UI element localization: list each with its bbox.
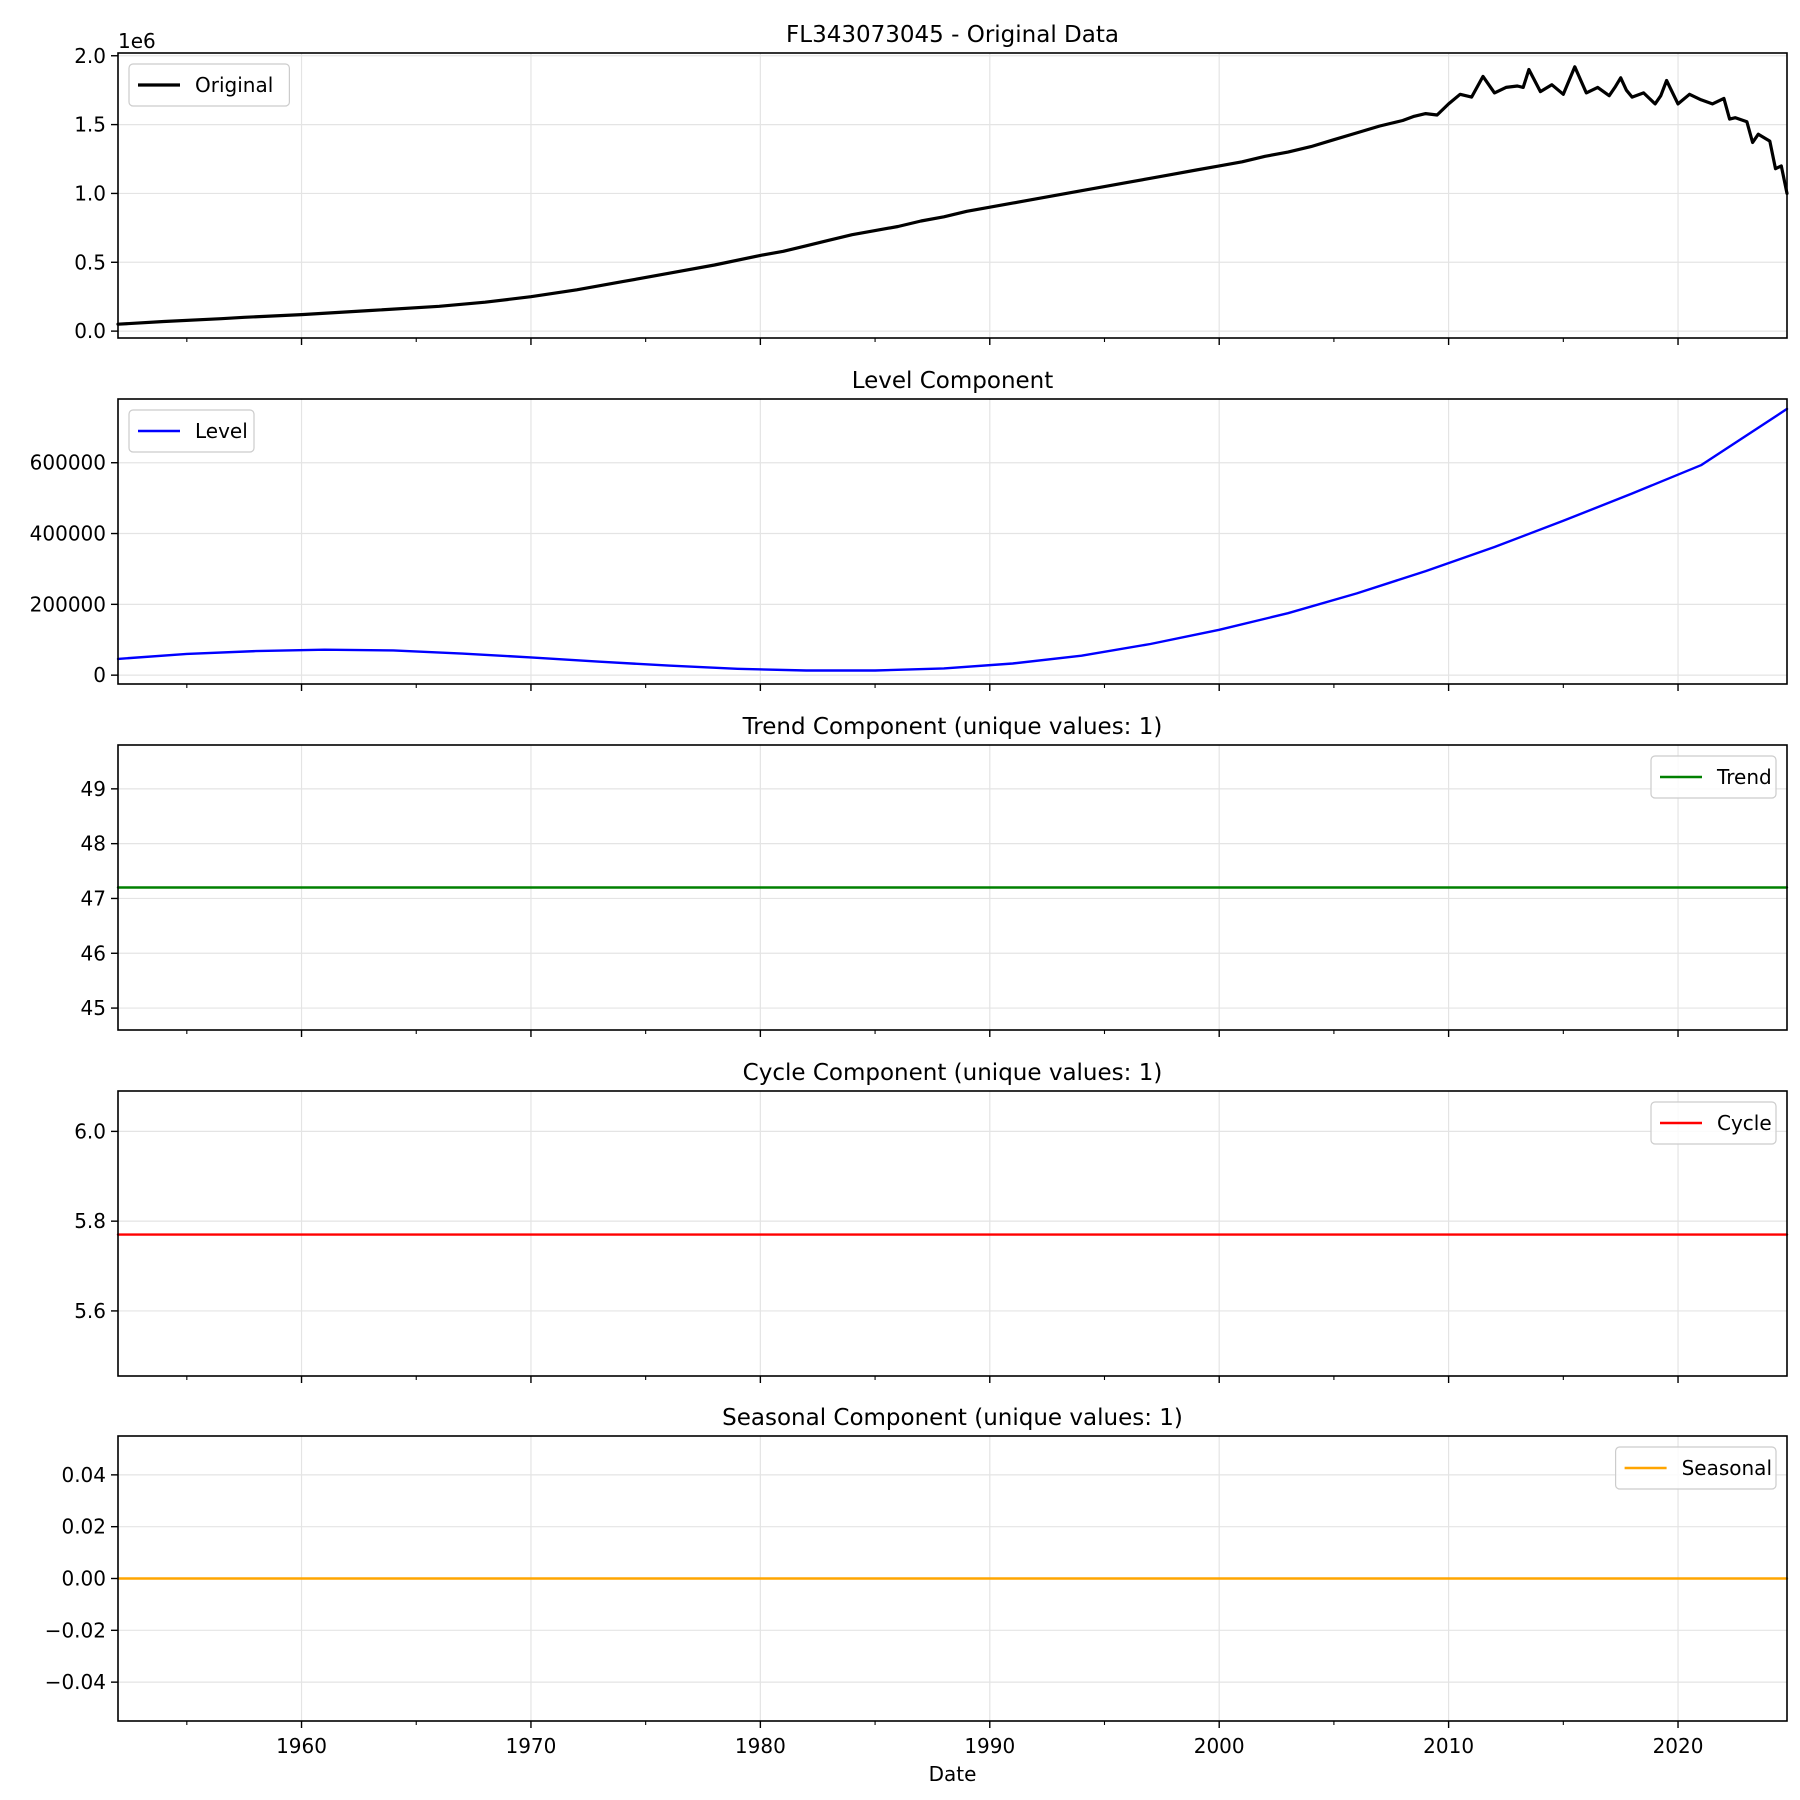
y-tick-label: 0.02 <box>61 1515 106 1539</box>
y-tick-label: 0.04 <box>61 1463 106 1487</box>
x-tick-label: 1990 <box>964 1734 1015 1758</box>
legend-box <box>1650 755 1777 799</box>
legend-label: Original <box>195 73 273 97</box>
x-tick-label: 1970 <box>505 1734 556 1758</box>
plot-frame <box>117 1090 1788 1377</box>
legend: Original <box>128 63 290 107</box>
subplot-title: Cycle Component (unique values: 1) <box>743 1060 1163 1086</box>
y-tick-label: 0.5 <box>74 250 106 274</box>
legend-box <box>1614 1446 1777 1490</box>
subplot-5: −0.04 −0.02 0.00 0.02 0.04 Seasonal Component… <box>45 1405 1789 1786</box>
y-tick-label: 5.8 <box>74 1209 106 1233</box>
y-tick-label: 47 <box>81 886 106 910</box>
legend: Trend <box>1650 755 1777 799</box>
y-tick-label: 6.0 <box>74 1119 106 1143</box>
y-tick-label: 45 <box>81 996 106 1020</box>
subplot-title: Seasonal Component (unique values: 1) <box>722 1405 1183 1431</box>
subplot-title: Level Component <box>852 368 1054 394</box>
legend-box <box>128 63 290 107</box>
y-tick-label: 0.0 <box>74 319 106 343</box>
plot-frame <box>117 398 1788 685</box>
y-tick-label: 5.6 <box>74 1299 106 1323</box>
y-tick-label: 2.0 <box>74 44 106 68</box>
legend-label: Trend <box>1716 765 1772 789</box>
series-line-original <box>116 65 1789 326</box>
plot-frame <box>117 52 1788 339</box>
plot-frame <box>117 744 1788 1031</box>
legend-label: Cycle <box>1717 1111 1772 1135</box>
x-tick-label: 1980 <box>735 1734 786 1758</box>
subplot-3: 45 46 47 48 49 Trend Component (unique values… <box>81 714 1789 1037</box>
legend-box <box>1650 1101 1777 1145</box>
legend: Cycle <box>1650 1101 1777 1145</box>
y-tick-label: 49 <box>81 777 106 801</box>
y-tick-label: −0.04 <box>45 1670 106 1694</box>
y-tick-label: 1.5 <box>74 113 106 137</box>
x-tick-label: 2020 <box>1653 1734 1704 1758</box>
y-offset-label: 1e6 <box>118 29 156 53</box>
y-tick-label: 600000 <box>30 451 106 475</box>
x-axis-label: Date <box>929 1762 977 1786</box>
subplot-2: 0 200000 400000 600000 Level Component Level <box>30 368 1789 691</box>
subplot-title: FL343073045 - Original Data <box>786 22 1119 48</box>
y-tick-label: −0.02 <box>45 1618 106 1642</box>
series-line-level <box>116 407 1789 672</box>
x-tick-label: 2010 <box>1423 1734 1474 1758</box>
legend-label: Level <box>195 419 248 443</box>
x-tick-label: 2000 <box>1194 1734 1245 1758</box>
y-tick-label: 0 <box>93 663 106 687</box>
y-tick-label: 1.0 <box>74 181 106 205</box>
legend-box <box>128 409 255 453</box>
y-tick-label: 200000 <box>30 592 106 616</box>
x-tick-label: 1960 <box>276 1734 327 1758</box>
y-tick-label: 48 <box>81 832 106 856</box>
subplot-1: 0.0 0.5 1.0 1.5 2.0 FL343073045 - Original Da… <box>74 22 1789 345</box>
subplot-title: Trend Component (unique values: 1) <box>742 714 1163 740</box>
y-tick-label: 0.00 <box>61 1567 106 1591</box>
y-tick-label: 400000 <box>30 522 106 546</box>
subplot-4: 5.6 5.8 6.0 Cycle Component (unique values:… <box>74 1060 1789 1383</box>
legend-label: Seasonal <box>1682 1456 1772 1480</box>
legend: Seasonal <box>1614 1446 1777 1490</box>
legend: Level <box>128 409 255 453</box>
y-tick-label: 46 <box>81 941 106 965</box>
